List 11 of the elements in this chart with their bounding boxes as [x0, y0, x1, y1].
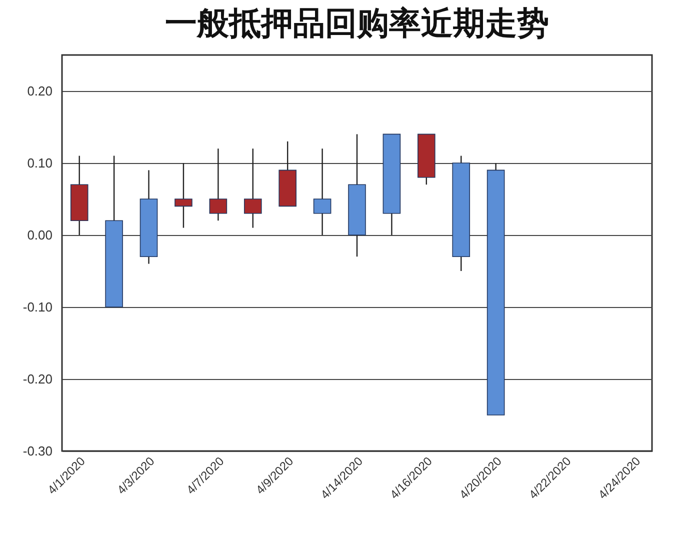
chart-title: 一般抵押品回购率近期走势: [165, 4, 549, 42]
candlestick: [209, 148, 228, 222]
y-tick-label: -0.30: [22, 444, 52, 458]
y-tick-label: -0.20: [22, 372, 52, 386]
candlestick: [244, 148, 262, 228]
candlestick: [313, 148, 332, 236]
candlestick: [174, 162, 192, 228]
y-tick-label: 0.00: [27, 228, 52, 242]
y-tick-label: 0.10: [27, 156, 52, 170]
y-tick-label: -0.10: [22, 300, 52, 314]
y-tick-label: 0.20: [27, 84, 52, 98]
